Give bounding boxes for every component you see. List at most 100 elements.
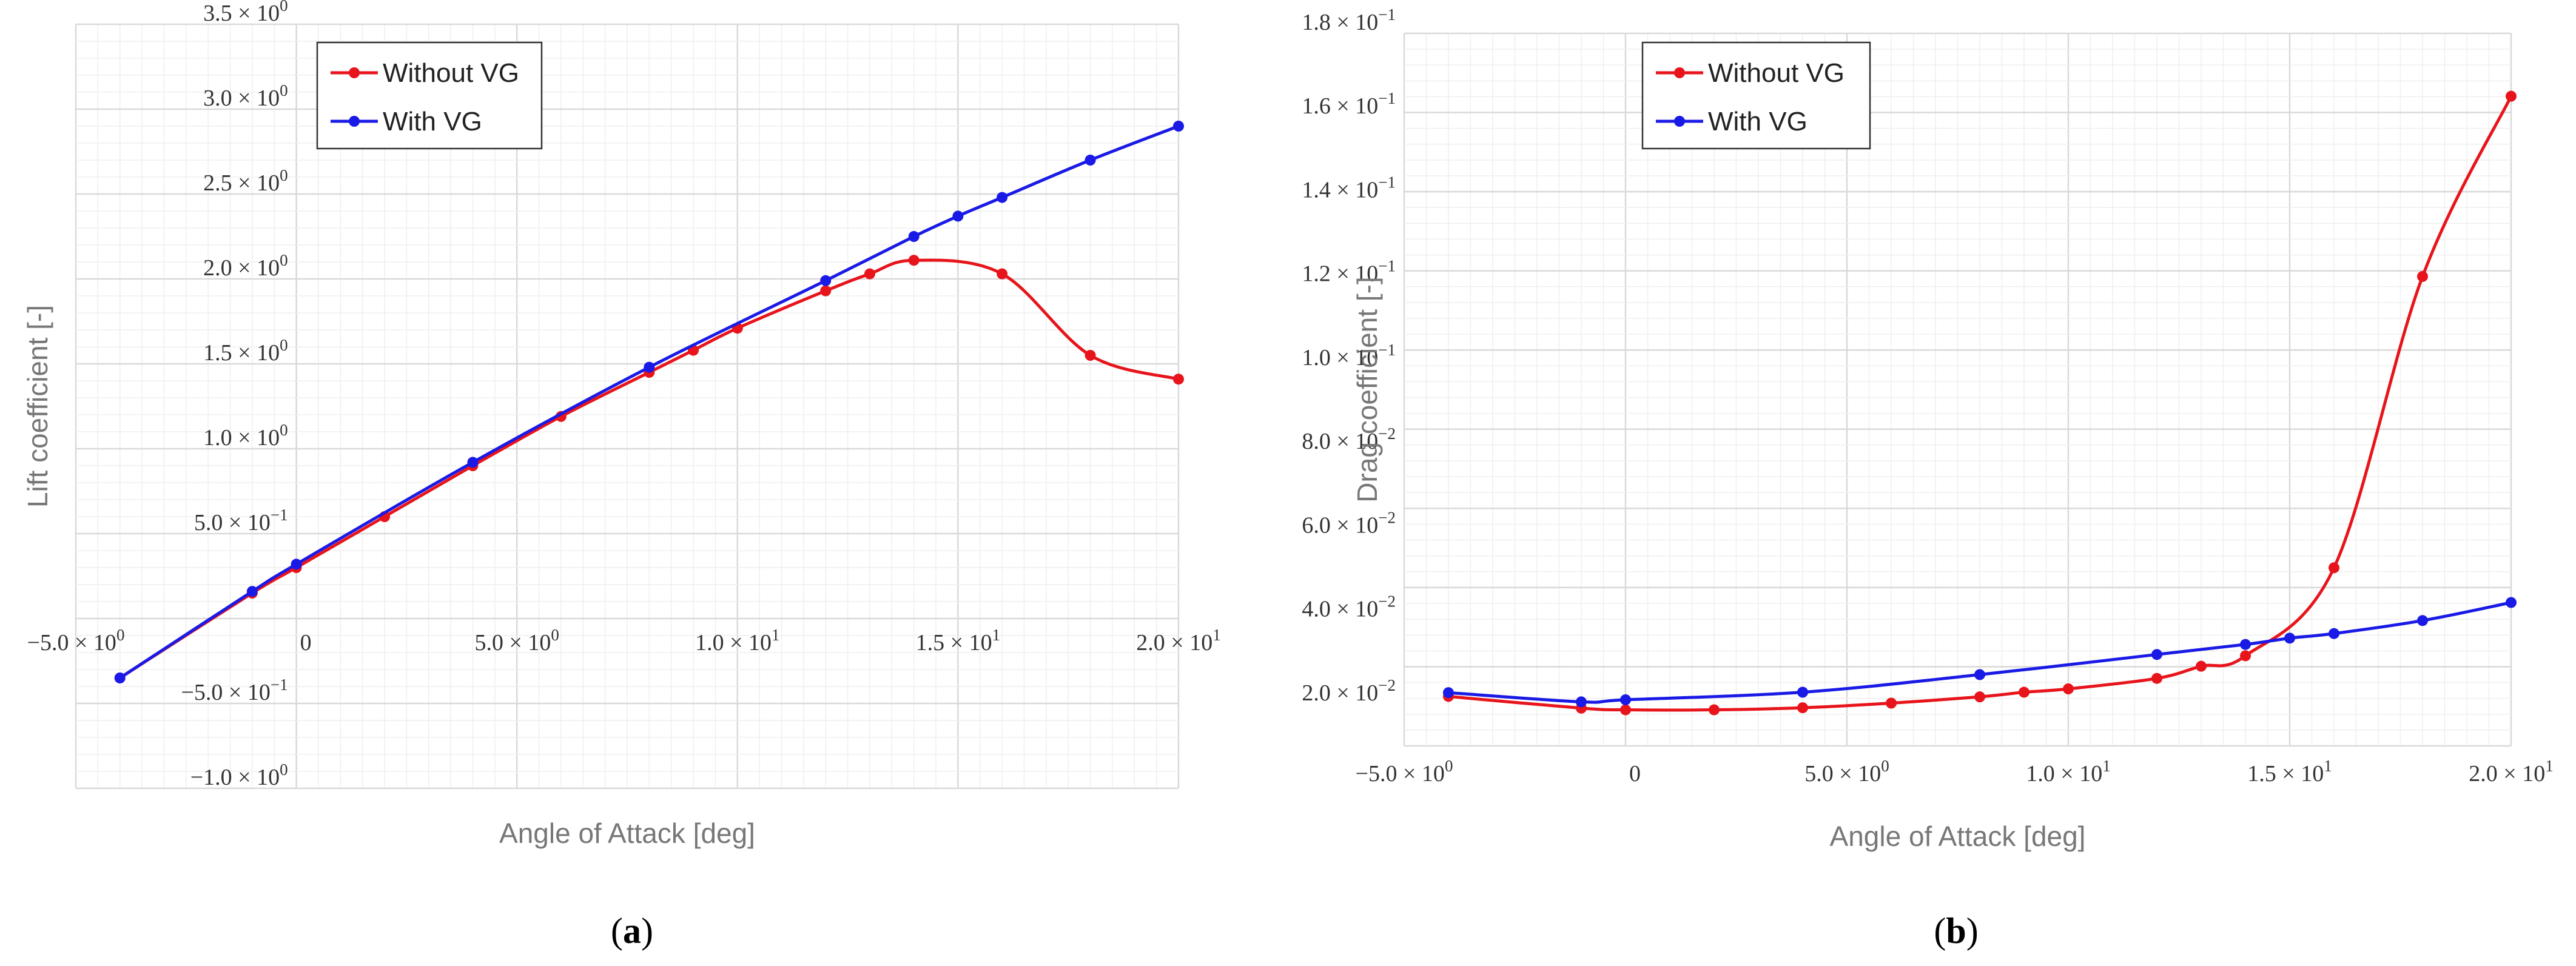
legend-swatch-marker [1674, 116, 1685, 127]
y-tick-label: −5.0 × 10−1 [181, 676, 288, 705]
x-axis-label: Angle of Attack [deg] [1830, 820, 2086, 852]
data-point [997, 268, 1008, 280]
data-point [1797, 686, 1808, 698]
x-tick-label: 1.0 × 101 [2026, 757, 2110, 787]
x-tick-label: 0 [1629, 761, 1641, 787]
data-point [820, 275, 832, 286]
data-point [2417, 270, 2428, 282]
legend-label: Without VG [383, 58, 519, 88]
data-point [820, 285, 832, 297]
data-point [1620, 694, 1631, 705]
legend-swatch-marker [1674, 67, 1685, 78]
x-tick-label: 5.0 × 100 [474, 626, 559, 656]
data-point [2196, 660, 2207, 672]
legend-label: With VG [1708, 107, 1808, 136]
data-point [1173, 374, 1184, 385]
series-line [1448, 95, 2513, 712]
data-point [2417, 615, 2428, 626]
y-tick-label: 1.0 × 100 [203, 421, 288, 451]
drag-coefficient-chart: 2.0 × 10−2 4.0 × 10−2 6.0 × 10−2 8.0 × 10−2… [1302, 5, 2553, 852]
data-point [2240, 650, 2251, 662]
data-point [2329, 562, 2339, 574]
series-line [119, 124, 1179, 680]
y-tick-label: 5.0 × 10−1 [194, 506, 288, 535]
data-point [2240, 639, 2251, 650]
data-point [952, 210, 964, 222]
legend: Without VG With VG [1641, 41, 1871, 150]
x-tick-label: 1.5 × 101 [916, 626, 1000, 656]
data-point [2019, 686, 2030, 698]
data-point [1085, 350, 1096, 361]
x-tick-label: 1.0 × 101 [695, 626, 779, 656]
legend-box [1641, 41, 1871, 150]
series-with-vg [1443, 597, 2517, 708]
data-point [1085, 155, 1096, 166]
data-point [291, 558, 302, 570]
data-point [864, 268, 875, 280]
data-point [246, 586, 258, 597]
data-point [908, 255, 920, 266]
data-point [1709, 704, 1720, 716]
legend-swatch-marker [349, 116, 360, 127]
data-point [2151, 649, 2162, 660]
y-tick-label: 1.0 × 10−1 [1302, 341, 1396, 371]
legend: Without VG With VG [316, 41, 543, 150]
data-point [2506, 597, 2517, 608]
series-line [1448, 601, 2512, 704]
data-point [1443, 687, 1454, 699]
x-tick-label: −5.0 × 100 [27, 626, 125, 656]
y-tick-label: 3.0 × 100 [203, 81, 288, 111]
data-point [908, 231, 920, 242]
x-tick-label: 1.5 × 101 [2247, 757, 2332, 787]
y-tick-label: 4.0 × 10−2 [1302, 592, 1396, 622]
data-point [1797, 702, 1808, 714]
data-point [1576, 696, 1587, 708]
data-point [1974, 691, 1985, 703]
y-tick-label: 1.2 × 10−1 [1302, 257, 1396, 287]
x-tick-label: 0 [300, 630, 312, 656]
data-point [467, 457, 479, 468]
y-tick-label: 2.5 × 100 [203, 166, 288, 196]
series-without-vg [1443, 90, 2517, 716]
panel-caption-b: (b) [1934, 911, 1978, 951]
y-tick-label: 1.4 × 10−1 [1302, 173, 1396, 203]
data-point [2506, 90, 2517, 102]
data-point [2151, 673, 2162, 684]
y-tick-label: 2.0 × 100 [203, 251, 288, 281]
data-point [2284, 632, 2295, 644]
legend-swatch-marker [349, 67, 360, 78]
data-point [1886, 697, 1897, 709]
y-tick-label: 3.5 × 100 [203, 0, 288, 26]
x-tick-label: 5.0 × 100 [1804, 757, 1889, 787]
data-point [2063, 683, 2074, 694]
legend-label: Without VG [1708, 58, 1845, 88]
legend-box [316, 41, 543, 150]
y-tick-label: 1.8 × 10−1 [1302, 5, 1396, 35]
legend-label: With VG [383, 107, 482, 136]
x-axis-label: Angle of Attack [deg] [499, 817, 755, 849]
x-tick-label: −5.0 × 100 [1356, 757, 1453, 787]
data-point [1620, 704, 1631, 716]
y-axis-label: Drag coefficient [-] [1351, 277, 1383, 502]
data-point [644, 361, 655, 373]
y-tick-label: 1.6 × 10−1 [1302, 89, 1396, 119]
data-point [997, 192, 1008, 203]
data-point [2329, 628, 2339, 639]
panel-caption-a: (a) [611, 911, 653, 951]
series-with-vg [114, 121, 1184, 683]
grid [75, 23, 1180, 790]
grid [1403, 32, 2512, 747]
y-axis-label: Lift coefficient [-] [22, 305, 53, 508]
y-tick-label: −1.0 × 100 [190, 760, 288, 790]
y-tick-label: 8.0 × 10−2 [1302, 424, 1396, 454]
x-tick-label: 2.0 × 101 [1136, 626, 1220, 656]
data-point [1173, 121, 1184, 132]
data-point [114, 673, 126, 683]
x-tick-label: 2.0 × 101 [2469, 757, 2553, 787]
y-tick-label: 2.0 × 10−2 [1302, 676, 1396, 706]
y-tick-label: 1.5 × 100 [203, 336, 288, 366]
lift-coefficient-chart: −1.0 × 100 −5.0 × 10−1 5.0 × 10−1 1.0 × 100… [22, 0, 1221, 849]
y-tick-label: 6.0 × 10−2 [1302, 508, 1396, 538]
data-point [1974, 669, 1985, 680]
